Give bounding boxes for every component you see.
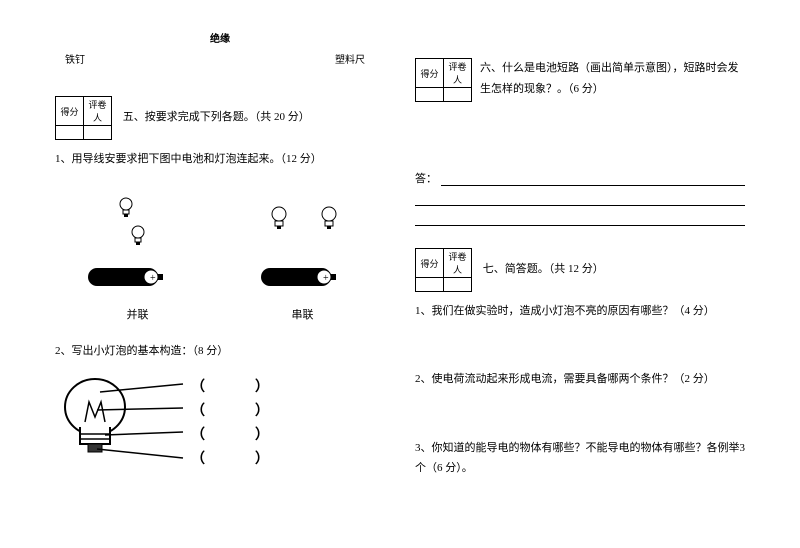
score-col1: 得分 [56, 97, 84, 126]
series-svg: + [233, 190, 373, 300]
question-7-3: 3、你知道的能导电的物体有哪些？不能导电的物体有哪些？各例举3 个（6 分）。 [415, 438, 745, 480]
svg-text:+: + [323, 273, 329, 284]
score-box: 得分 评卷人 [415, 58, 472, 102]
worksheet-page: 绝缘 铁钉 塑料尺 得分 评卷人 五、按要求完成下列各题。（共 20 分） 1、… [0, 0, 800, 548]
question-7-1: 1、我们在做实验时，造成小灯泡不亮的原因有哪些？（4 分） [415, 302, 745, 322]
paren-1[interactable]: （ ） [191, 376, 271, 396]
paren-2[interactable]: （ ） [191, 400, 271, 420]
score-blank[interactable] [416, 278, 444, 292]
paren-4[interactable]: （ ） [191, 448, 271, 468]
paren-group: （ ） （ ） （ ） （ ） [191, 372, 271, 472]
section-6-header: 得分 评卷人 六、什么是电池短路（画出简单示意图），短路时会发生怎样的现象？。（… [415, 58, 745, 102]
right-column: 得分 评卷人 六、什么是电池短路（画出简单示意图），短路时会发生怎样的现象？。（… [400, 30, 760, 528]
series-diagram: + 串联 [233, 180, 373, 322]
parallel-label: 并联 [68, 306, 208, 322]
left-column: 绝缘 铁钉 塑料尺 得分 评卷人 五、按要求完成下列各题。（共 20 分） 1、… [40, 30, 400, 528]
answer-line[interactable] [441, 172, 745, 186]
answer-space[interactable] [415, 400, 745, 428]
top-item-left: 铁钉 [65, 51, 85, 66]
score-blank[interactable] [444, 88, 472, 102]
top-center-label: 绝缘 [55, 30, 385, 45]
top-item-row: 铁钉 塑料尺 [55, 51, 385, 66]
question-5-1: 1、用导线安要求把下图中电池和灯泡连起来。（12 分） [55, 150, 385, 170]
bulb-structure-svg [55, 372, 185, 472]
section-5-header: 得分 评卷人 五、按要求完成下列各题。（共 20 分） [55, 96, 385, 140]
score-blank[interactable] [444, 278, 472, 292]
section-5-title: 五、按要求完成下列各题。（共 20 分） [123, 109, 310, 127]
section-7-title: 七、简答题。（共 12 分） [483, 261, 604, 279]
answer-space[interactable] [415, 332, 745, 360]
section-7-header: 得分 评卷人 七、简答题。（共 12 分） [415, 248, 745, 292]
question-5-2: 2、写出小灯泡的基本构造：（8 分） [55, 342, 385, 362]
score-blank[interactable] [56, 126, 84, 140]
parallel-svg: + [68, 190, 208, 300]
svg-text:+: + [150, 273, 156, 284]
answer-line[interactable] [415, 212, 745, 226]
top-item-right: 塑料尺 [335, 51, 365, 66]
paren-3[interactable]: （ ） [191, 424, 271, 444]
score-blank[interactable] [416, 88, 444, 102]
answer-line[interactable] [415, 192, 745, 206]
series-label: 串联 [233, 306, 373, 322]
score-box: 得分 评卷人 [415, 248, 472, 292]
score-col1: 得分 [416, 59, 444, 88]
question-7-2: 2、使电荷流动起来形成电流，需要具备哪两个条件？（2 分） [415, 370, 745, 390]
parallel-diagram: + 并联 [68, 180, 208, 322]
score-col2: 评卷人 [84, 97, 112, 126]
bulb-structure-diagram: （ ） （ ） （ ） （ ） [55, 372, 385, 472]
score-blank[interactable] [84, 126, 112, 140]
score-box: 得分 评卷人 [55, 96, 112, 140]
section-6-title: 六、什么是电池短路（画出简单示意图），短路时会发生怎样的现象？。（6 分） [480, 58, 745, 100]
circuit-diagram-row: + 并联 [55, 180, 385, 322]
score-col1: 得分 [416, 249, 444, 278]
answer-row: 答： [415, 170, 745, 186]
answer-label: 答： [415, 170, 437, 186]
score-col2: 评卷人 [444, 59, 472, 88]
drawing-space[interactable] [415, 110, 745, 170]
score-col2: 评卷人 [444, 249, 472, 278]
